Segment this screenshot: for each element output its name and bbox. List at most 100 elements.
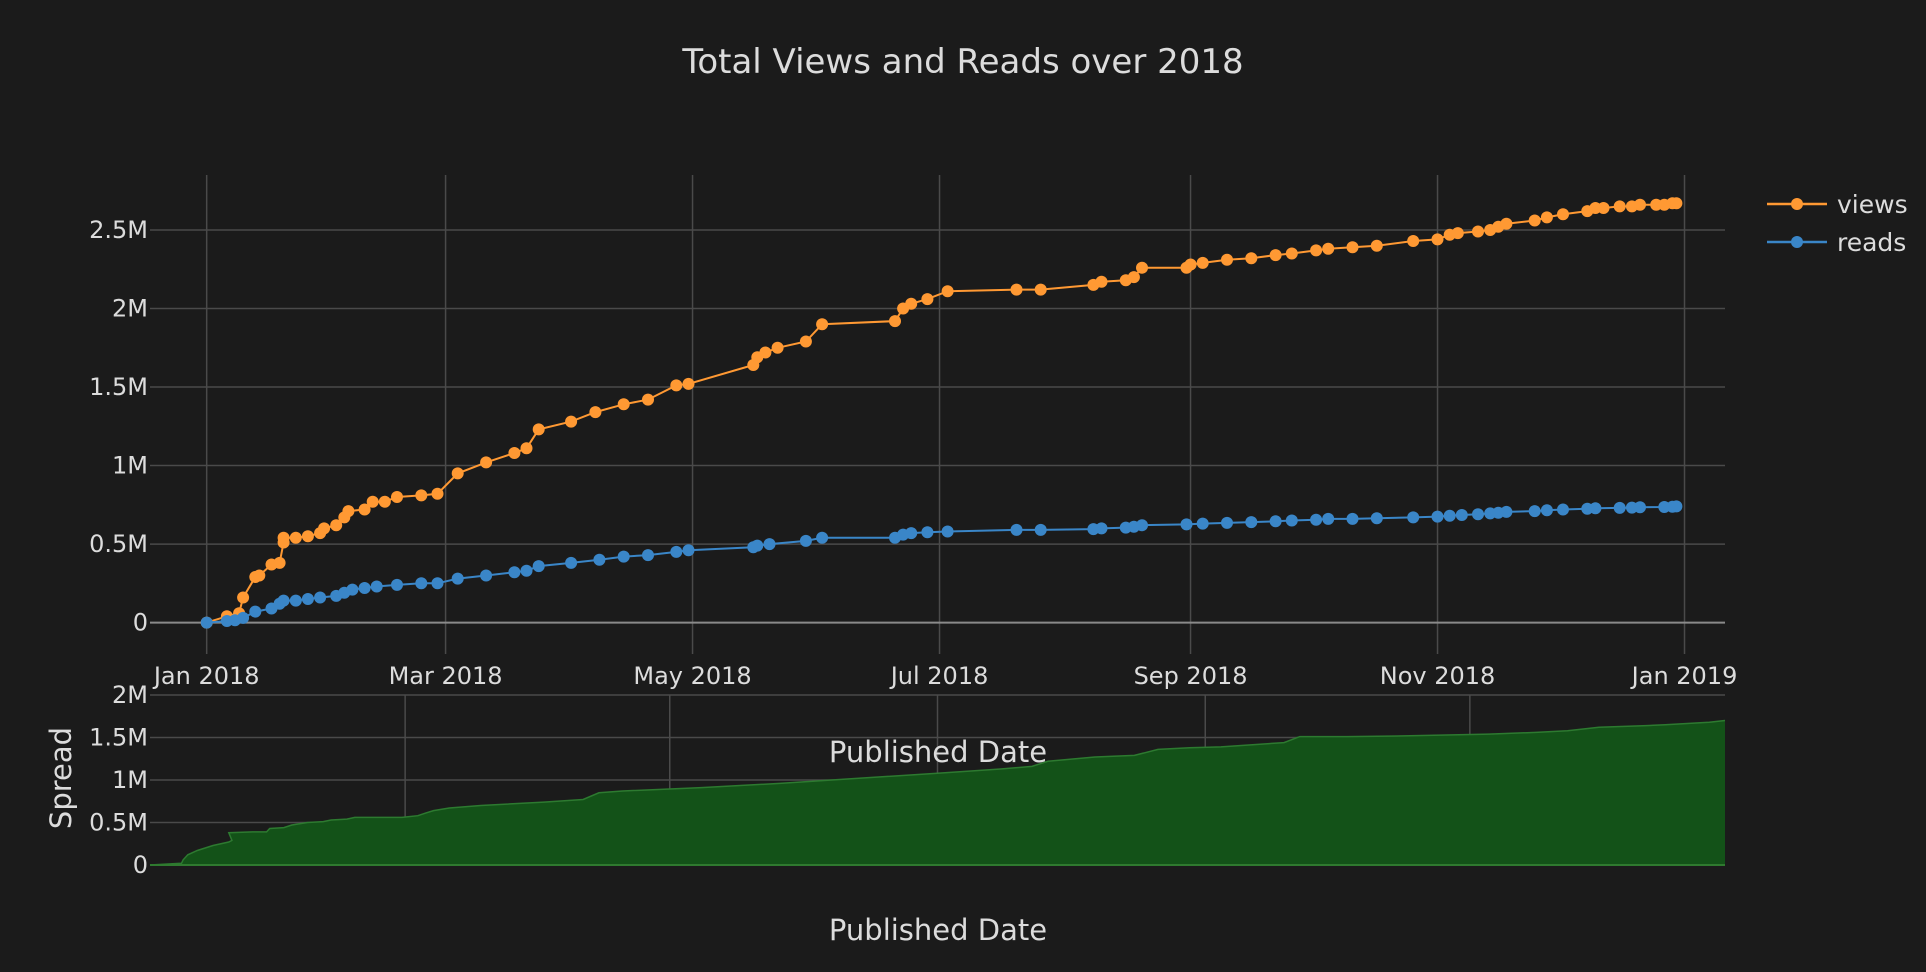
spread-plot-area	[149, 719, 1726, 866]
data-point-views	[1010, 283, 1023, 296]
data-point-views	[670, 379, 683, 392]
data-point-reads	[799, 534, 812, 547]
spread-area-line	[149, 719, 1726, 866]
data-point-views	[532, 423, 545, 436]
data-point-views	[889, 315, 901, 328]
data-point-reads	[1269, 515, 1282, 528]
data-point-reads	[277, 594, 290, 607]
data-point-views	[1127, 271, 1140, 284]
spread-y-tick-label: 1M	[112, 766, 148, 794]
data-point-views	[1095, 275, 1108, 288]
main-x-tick-label: Sep 2018	[1134, 662, 1248, 690]
legend[interactable]: views reads	[1767, 190, 1908, 257]
legend-marker-reads	[1791, 236, 1803, 248]
data-point-reads	[1180, 518, 1193, 531]
data-point-reads	[1472, 508, 1484, 521]
data-point-views	[921, 293, 934, 306]
data-point-reads	[682, 544, 695, 557]
data-point-views	[1221, 253, 1233, 266]
data-point-reads	[1557, 503, 1569, 516]
data-point-views	[330, 519, 343, 532]
data-point-views	[1245, 252, 1258, 265]
data-point-views	[342, 505, 355, 518]
data-point-views	[682, 377, 695, 390]
legend-label-reads: reads	[1837, 228, 1906, 257]
data-point-reads	[1589, 502, 1602, 515]
data-point-reads	[1010, 523, 1023, 536]
main-x-axis-label: Published Date	[829, 735, 1047, 769]
data-point-views	[1136, 261, 1148, 274]
data-point-reads	[289, 594, 302, 607]
data-point-reads	[431, 577, 444, 590]
data-point-reads	[751, 539, 764, 552]
main-x-tick-label: Nov 2018	[1380, 662, 1496, 690]
data-point-views	[1370, 239, 1383, 252]
data-point-reads	[1136, 519, 1148, 532]
data-point-views	[1500, 217, 1513, 230]
main-plot-series	[200, 197, 1683, 629]
data-point-views	[480, 456, 493, 469]
main-x-tick-label: May 2018	[633, 662, 751, 690]
data-point-views	[1670, 197, 1683, 210]
data-point-reads	[1034, 523, 1047, 536]
data-point-reads	[451, 572, 464, 585]
main-y-tick-label: 1M	[112, 452, 148, 480]
data-point-views	[1431, 233, 1444, 246]
data-point-views	[759, 346, 772, 359]
main-x-tick-label: Jan 2018	[152, 662, 260, 690]
data-point-reads	[358, 582, 371, 594]
data-point-reads	[415, 577, 428, 590]
data-point-views	[617, 398, 630, 411]
data-point-views	[277, 531, 290, 544]
data-point-views	[1472, 225, 1484, 238]
data-point-views	[378, 495, 391, 508]
spread-y-axis-label: Spread	[44, 727, 78, 829]
data-point-reads	[1528, 505, 1541, 518]
data-point-reads	[1245, 516, 1258, 529]
data-point-reads	[200, 616, 213, 629]
data-point-views	[415, 489, 428, 502]
data-point-views	[391, 491, 403, 503]
data-point-reads	[508, 566, 521, 579]
data-point-views	[905, 297, 918, 310]
main-y-tick-label: 1.5M	[89, 373, 148, 401]
data-point-views	[1322, 242, 1335, 255]
data-point-views	[941, 285, 954, 298]
data-point-reads	[480, 569, 493, 582]
data-point-views	[1346, 241, 1359, 254]
data-point-reads	[1221, 516, 1233, 529]
data-point-views	[318, 522, 331, 535]
data-point-reads	[1322, 512, 1335, 525]
legend-item-reads[interactable]: reads	[1767, 228, 1906, 257]
data-point-reads	[370, 580, 383, 593]
data-point-reads	[520, 564, 533, 577]
main-y-tick-label: 0	[133, 609, 148, 637]
legend-marker-views	[1791, 198, 1803, 210]
main-y-tick-label: 2.5M	[89, 216, 148, 244]
data-point-reads	[1500, 505, 1513, 518]
data-point-views	[565, 415, 578, 428]
chart-title: Total Views and Reads over 2018	[681, 42, 1243, 82]
main-plot-grid	[150, 175, 1725, 654]
data-point-views	[520, 442, 533, 455]
data-point-views	[589, 406, 602, 419]
data-point-views	[1451, 227, 1464, 240]
spread-y-tick-label: 0.5M	[89, 809, 148, 837]
data-point-views	[1196, 256, 1209, 269]
data-point-reads	[1346, 512, 1359, 525]
data-point-views	[1285, 247, 1298, 260]
spread-y-tick-label: 1.5M	[89, 724, 148, 752]
main-y-tick-label: 0.5M	[89, 530, 148, 558]
main-x-tick-label: Mar 2018	[389, 662, 503, 690]
data-point-views	[1597, 202, 1610, 214]
legend-item-views[interactable]: views	[1767, 190, 1908, 219]
series-reads	[200, 500, 1683, 629]
data-point-reads	[1431, 510, 1444, 523]
data-point-views	[1540, 211, 1553, 224]
data-point-views	[1310, 244, 1323, 257]
legend-label-views: views	[1837, 190, 1908, 219]
data-point-views	[301, 530, 314, 543]
data-point-reads	[346, 583, 359, 596]
data-point-views	[799, 335, 812, 348]
